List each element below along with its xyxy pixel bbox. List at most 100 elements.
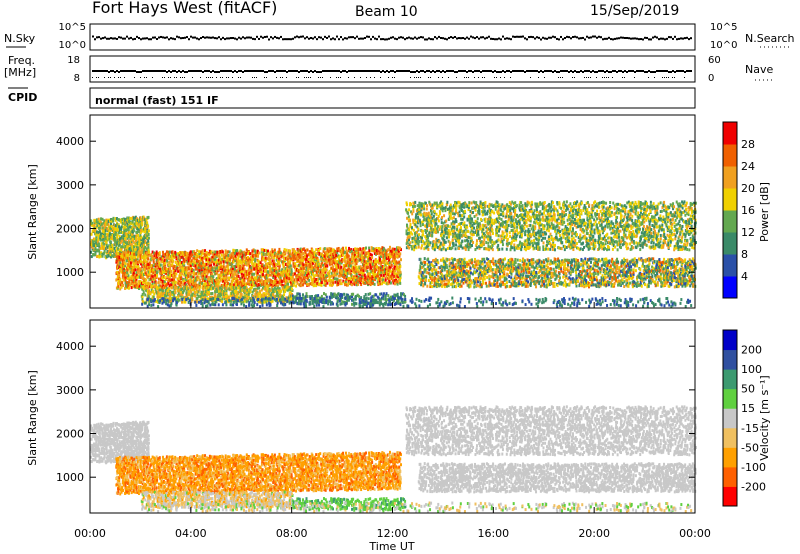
power-cell bbox=[139, 262, 142, 266]
power-cell bbox=[180, 262, 183, 266]
frequency-point bbox=[632, 70, 634, 72]
power-cell bbox=[115, 231, 118, 235]
power-cell bbox=[133, 241, 136, 245]
frequency-point bbox=[390, 70, 392, 72]
power-cell bbox=[114, 224, 117, 228]
nave-point bbox=[414, 77, 415, 78]
nave-point bbox=[606, 77, 607, 78]
power-cell bbox=[142, 250, 145, 254]
frequency-point bbox=[232, 71, 234, 73]
power-cell bbox=[127, 253, 130, 257]
power-cell bbox=[117, 275, 120, 279]
power-cell bbox=[230, 299, 233, 303]
frequency-point bbox=[564, 70, 566, 72]
power-cell bbox=[393, 255, 396, 259]
power-cell bbox=[174, 252, 177, 256]
power-cell bbox=[214, 267, 217, 271]
power-cell bbox=[191, 267, 194, 271]
frequency-point bbox=[674, 71, 676, 73]
power-cell bbox=[184, 254, 187, 258]
nave-point bbox=[438, 77, 439, 78]
freq-right-tick-high: 60 bbox=[708, 55, 721, 66]
power-cell bbox=[115, 249, 118, 253]
power-cell bbox=[130, 222, 133, 226]
noise-point bbox=[332, 37, 334, 40]
power-cell bbox=[158, 257, 161, 261]
frequency-point bbox=[182, 70, 184, 72]
noise-point bbox=[266, 35, 268, 38]
power-cell bbox=[190, 275, 193, 279]
noise-point bbox=[308, 37, 310, 40]
frequency-point bbox=[402, 70, 404, 72]
power-cell bbox=[178, 253, 181, 257]
noise-point bbox=[348, 36, 350, 39]
power-cell bbox=[133, 248, 136, 252]
nave-point bbox=[608, 77, 609, 78]
power-cell bbox=[208, 290, 211, 294]
power-cell bbox=[157, 260, 160, 264]
power-cell bbox=[110, 236, 113, 240]
power-cell bbox=[194, 281, 197, 285]
power-cell bbox=[143, 216, 146, 220]
noise-point bbox=[334, 38, 336, 41]
power-cell bbox=[157, 277, 160, 281]
power-cell bbox=[99, 238, 102, 242]
power-cell bbox=[266, 249, 269, 253]
power-cell bbox=[127, 239, 130, 243]
noise-point bbox=[442, 37, 444, 40]
power-cell bbox=[106, 227, 109, 231]
power-cell bbox=[111, 243, 114, 247]
power-cell bbox=[204, 273, 207, 277]
power-cell bbox=[138, 275, 141, 279]
nave-point bbox=[124, 77, 125, 78]
nave-point bbox=[588, 77, 589, 78]
power-cell bbox=[265, 257, 268, 261]
frequency-point bbox=[324, 70, 326, 72]
frequency-point bbox=[644, 71, 646, 73]
power-cell bbox=[126, 216, 129, 220]
frequency-point bbox=[680, 70, 682, 72]
frequency-point bbox=[180, 71, 182, 73]
noise-point bbox=[654, 35, 656, 38]
nave-point bbox=[232, 77, 233, 78]
noise-point bbox=[582, 36, 584, 39]
power-cell bbox=[237, 274, 240, 278]
power-cell bbox=[106, 245, 109, 249]
power-cell bbox=[291, 275, 294, 279]
noise-panel-frame bbox=[89, 23, 696, 51]
power-cell bbox=[194, 261, 197, 265]
nave-point bbox=[162, 77, 163, 78]
power-cell bbox=[133, 218, 136, 222]
power-cell bbox=[117, 261, 120, 265]
freq-right-tick-low: 0 bbox=[708, 73, 714, 84]
power-cell bbox=[153, 256, 156, 260]
power-cell bbox=[164, 258, 167, 262]
power-cell bbox=[138, 259, 141, 263]
frequency-point bbox=[682, 70, 684, 72]
noise-point bbox=[544, 37, 546, 40]
noise-point bbox=[638, 38, 640, 41]
power-cell bbox=[122, 217, 125, 221]
power-cell bbox=[216, 284, 219, 288]
power-cell bbox=[141, 275, 144, 279]
power-cell bbox=[90, 250, 93, 254]
power-cell bbox=[226, 272, 229, 276]
power-cell bbox=[210, 283, 213, 287]
noise-point bbox=[356, 35, 358, 38]
power-cell bbox=[194, 264, 197, 268]
power-cell bbox=[181, 266, 184, 270]
power-cell bbox=[121, 231, 124, 235]
noise-point bbox=[594, 35, 596, 38]
nave-point bbox=[672, 77, 673, 78]
power-cell bbox=[93, 222, 96, 226]
power-cell bbox=[144, 269, 147, 273]
power-cell bbox=[218, 268, 221, 272]
power-cell bbox=[94, 228, 97, 232]
power-cell bbox=[127, 277, 130, 281]
noise-point bbox=[430, 38, 432, 41]
power-cell bbox=[116, 229, 119, 233]
power-cell bbox=[124, 225, 127, 229]
frequency-point bbox=[458, 70, 460, 72]
power-cell bbox=[128, 243, 131, 247]
noise-point bbox=[586, 35, 588, 38]
